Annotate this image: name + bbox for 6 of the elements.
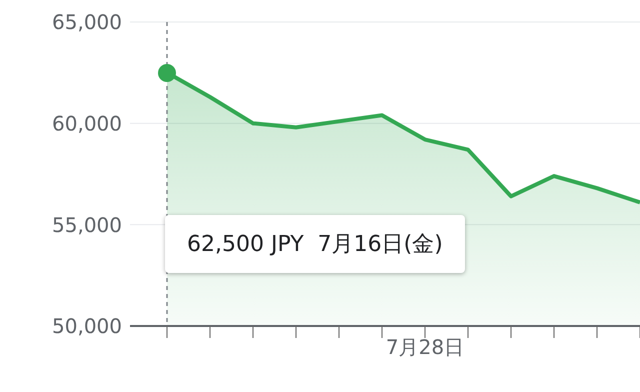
- annotation: 62,500 JPY 7月16日(金): [165, 215, 465, 273]
- y-tick-label: 65,000: [52, 10, 122, 34]
- y-tick-label: 60,000: [52, 111, 122, 136]
- x-tick-label: 7月28日: [386, 335, 464, 360]
- y-tick-label: 50,000: [52, 314, 122, 338]
- y-tick-label: 55,000: [52, 212, 122, 237]
